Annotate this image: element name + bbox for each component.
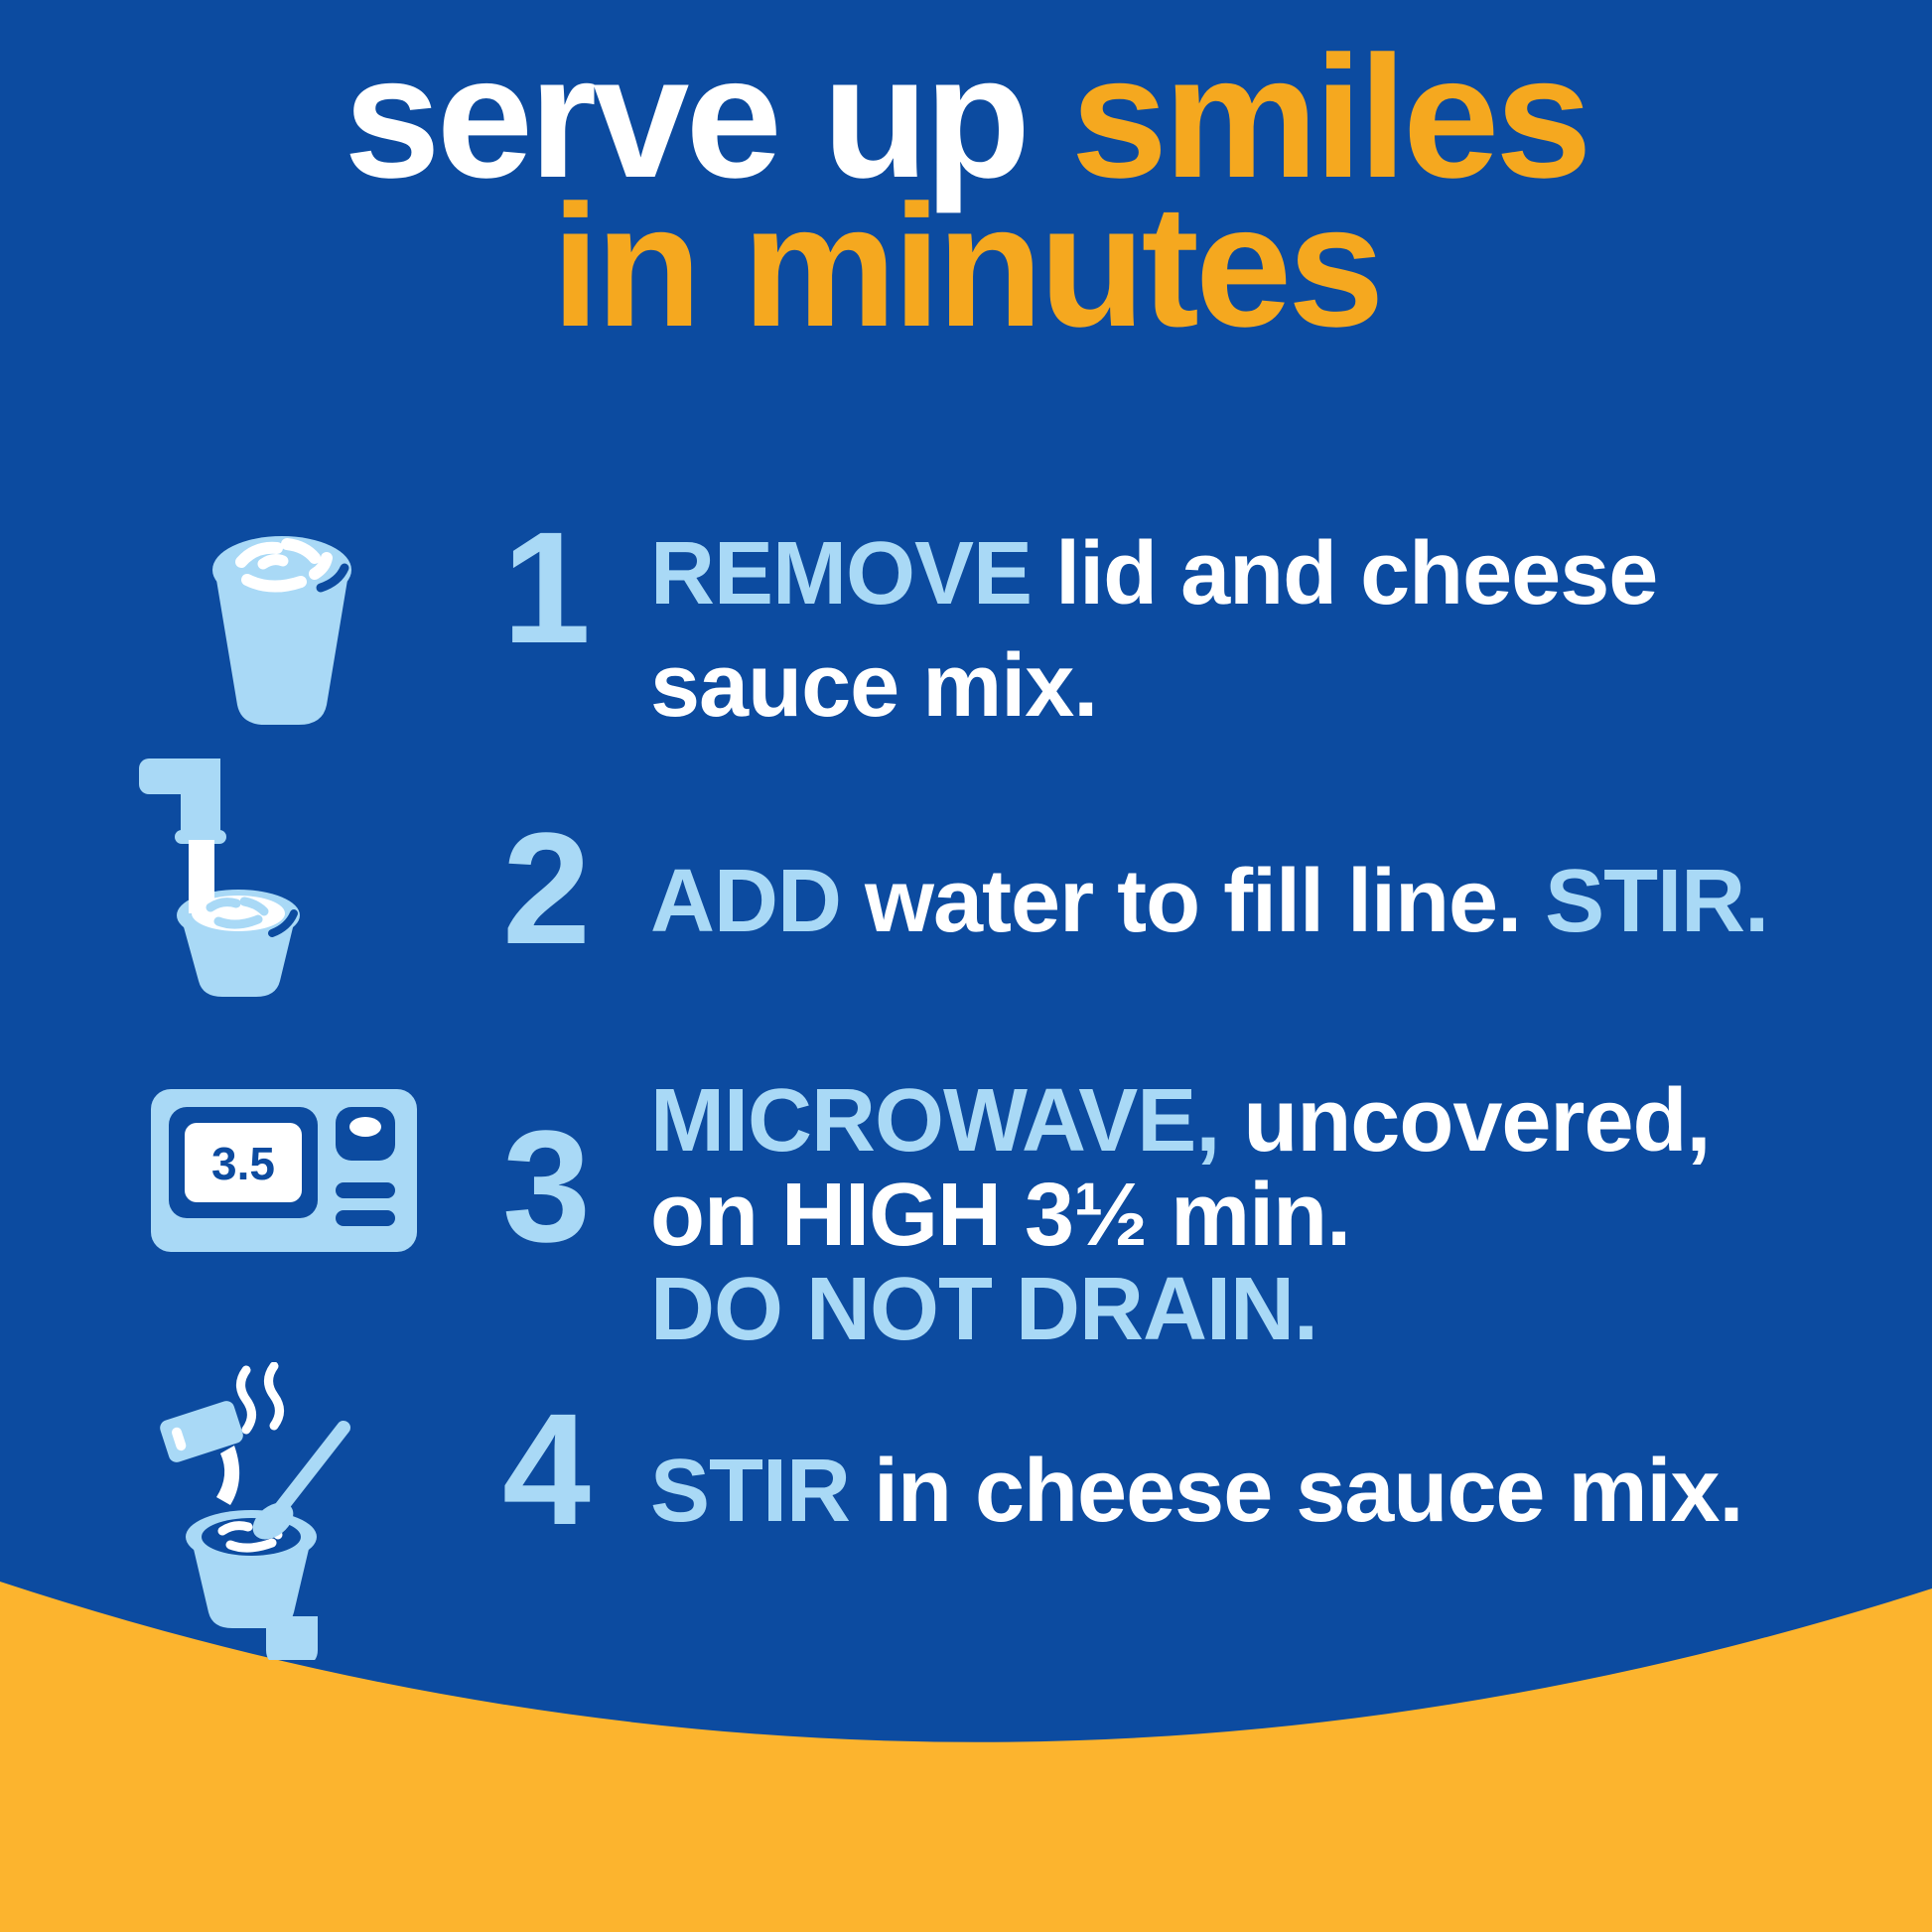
text-segment: on HIGH 3½ min. bbox=[650, 1166, 1351, 1265]
step-3-text: MICROWAVE, uncovered, on HIGH 3½ min. DO… bbox=[650, 1071, 1712, 1357]
text-segment: DO NOT DRAIN. bbox=[650, 1260, 1318, 1359]
step-2-line-1: ADD water to fill line. STIR. bbox=[650, 852, 1769, 951]
microwave-icon: 3.5 bbox=[151, 1089, 417, 1252]
text-segment: serve up bbox=[344, 21, 1071, 214]
step-2-number: 2 bbox=[502, 799, 591, 977]
step-4-text: STIR in cheese sauce mix. bbox=[650, 1442, 1744, 1541]
step-3-line-2: on HIGH 3½ min. bbox=[650, 1169, 1711, 1263]
text-segment: smiles bbox=[1070, 21, 1592, 214]
bottom-curve-band bbox=[0, 1549, 1932, 1932]
step-1-text: REMOVE lid and cheese sauce mix. bbox=[650, 518, 1658, 743]
text-segment: ADD bbox=[650, 852, 865, 951]
step-3-line-3: DO NOT DRAIN. bbox=[650, 1263, 1711, 1357]
headline-line-1: serve up smiles bbox=[0, 31, 1932, 205]
text-segment: in minutes bbox=[551, 170, 1384, 363]
curve-divider bbox=[0, 1549, 1932, 1742]
text-segment: in cheese sauce mix. bbox=[874, 1442, 1744, 1541]
step-4-line-1: STIR in cheese sauce mix. bbox=[650, 1442, 1744, 1541]
text-segment: sauce mix. bbox=[650, 636, 1098, 736]
step-3-line-1: MICROWAVE, uncovered, bbox=[650, 1071, 1712, 1171]
text-segment: STIR bbox=[650, 1442, 875, 1541]
step-4-number: 4 bbox=[502, 1380, 591, 1558]
text-segment: MICROWAVE, bbox=[650, 1071, 1244, 1171]
headline: serve up smiles in minutes bbox=[0, 31, 1932, 353]
text-segment: REMOVE bbox=[650, 524, 1056, 623]
step-1-line-2: sauce mix. bbox=[650, 630, 1657, 743]
text-segment: water to fill line. bbox=[865, 852, 1546, 951]
text-segment: uncovered, bbox=[1243, 1071, 1711, 1171]
text-segment: STIR. bbox=[1545, 852, 1769, 951]
stir-packet-spoon-cup-icon bbox=[160, 1362, 350, 1660]
headline-line-2: in minutes bbox=[0, 180, 1932, 353]
step-3-number: 3 bbox=[502, 1097, 591, 1275]
faucet-fill-cup-icon bbox=[139, 759, 300, 997]
step-2-text: ADD water to fill line. STIR. bbox=[650, 852, 1769, 951]
step-1-number: 1 bbox=[502, 498, 591, 676]
text-segment: lid and cheese bbox=[1055, 524, 1658, 623]
mac-cup-icon bbox=[212, 536, 351, 725]
step-1-line-1: REMOVE lid and cheese bbox=[650, 518, 1658, 630]
microwave-timer-display: 3.5 bbox=[211, 1138, 275, 1189]
